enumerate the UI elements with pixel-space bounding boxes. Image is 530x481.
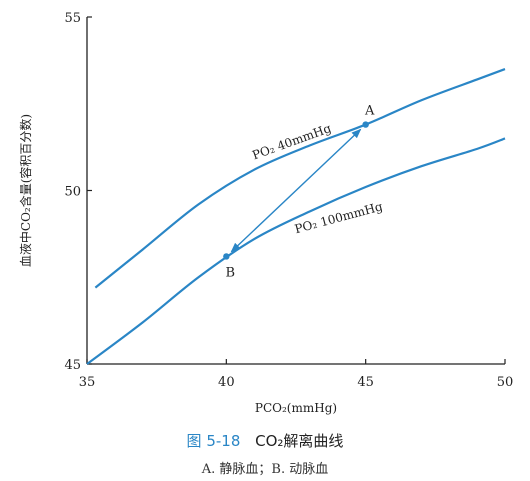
curves [86, 68, 506, 365]
point-label-a: A [364, 104, 375, 119]
co2-dissociation-chart: 35 40 45 50455055PCO₂(mmHg)血液中CO₂含量(容积百分数) … [18, 11, 513, 415]
arrow-layer [230, 128, 362, 253]
axes: 35 40 45 50 45 50 55 PCO₂(mmHg) 血液中CO₂含量(容积百分数) [18, 11, 513, 415]
figure-subcaption: A. 静脉血；B. 动脉血 [201, 462, 329, 477]
y-tick-label: 55 [64, 11, 81, 26]
figure-title: CO₂解离曲线 [255, 432, 344, 450]
points: AB [223, 104, 375, 280]
point-label-b: B [226, 265, 236, 280]
series-label-2: PO₂ 100mmHg [293, 199, 384, 236]
x-tick-label: 50 [497, 375, 514, 390]
y-axis-title: 血液中CO₂含量(容积百分数) [18, 114, 33, 267]
figure-caption: 图 5-18 CO₂解离曲线 [0, 430, 530, 451]
x-tick-label: 35 [79, 375, 96, 390]
figure-number: 图 5-18 [186, 432, 241, 450]
x-tick-label: 45 [357, 375, 374, 390]
point-a [362, 121, 369, 128]
x-axis-title: PCO₂(mmHg) [255, 401, 337, 415]
y-tick-label: 50 [64, 185, 81, 200]
x-tick-label: 40 [218, 375, 235, 390]
series-line-2 [86, 137, 506, 365]
a-b-double-arrow [230, 128, 362, 253]
series-line-1 [94, 68, 506, 289]
y-tick-label: 45 [64, 358, 81, 373]
point-b [223, 253, 230, 260]
